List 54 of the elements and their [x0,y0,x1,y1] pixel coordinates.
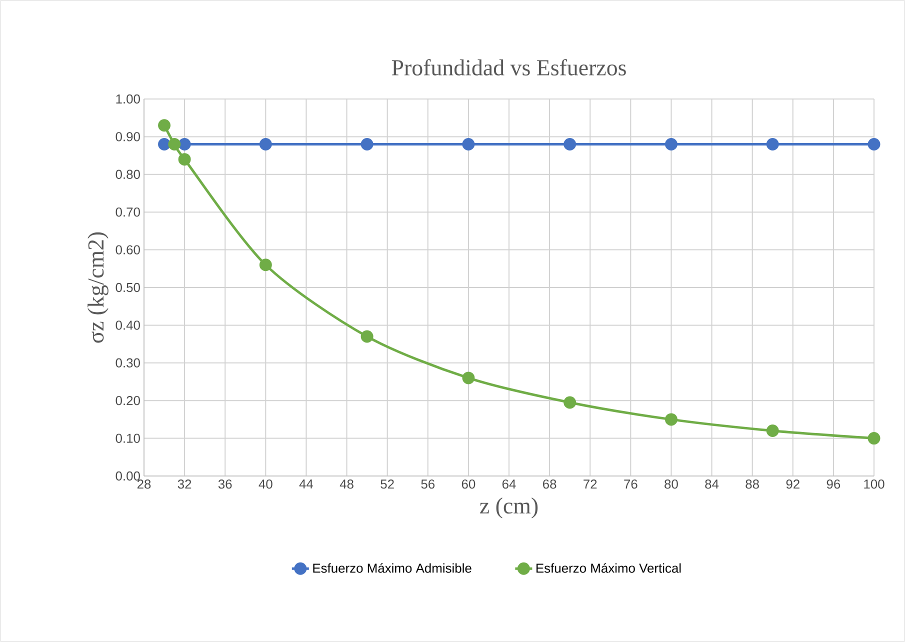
chart-title: Profundidad vs Esfuerzos [392,59,626,76]
x-tick-label: 72 [584,480,597,489]
point [766,424,779,438]
y-tick-label: 0.90 [116,132,140,142]
point [564,396,576,409]
x-tick-label: 60 [462,480,476,489]
x-tick-label: 36 [218,480,232,489]
x-tick-label: 52 [380,480,394,489]
point [462,372,475,384]
point [259,258,272,272]
y-tick-label: 0.60 [116,245,140,254]
x-tick-label: 92 [786,480,800,489]
point [664,413,678,426]
point [360,138,374,150]
x-tick-label: 68 [543,480,556,489]
point [178,138,191,150]
x-tick-label: 64 [502,480,516,489]
x-tick-label: 100 [864,480,884,489]
x-tick-label: 96 [826,480,840,489]
point [158,119,171,132]
x-tick-label: 32 [178,480,192,489]
point [868,138,880,150]
x-tick-label: 80 [664,480,678,489]
x-tick-label: 84 [705,480,719,489]
point [564,138,576,150]
y-tick-label: 0.40 [116,320,140,330]
x-tick-label: 44 [299,480,314,488]
point [664,138,678,150]
y-tick-label: 0.70 [116,208,140,217]
x-tick-label: 56 [421,480,435,489]
y-axis-title: σz (kg/cm2) [88,232,108,343]
x-tick-label: 88 [746,480,759,489]
x-tick-label: 40 [258,480,272,489]
x-tick-label: 48 [340,480,354,489]
x-tick-label: 28 [137,480,151,489]
y-tick-label: 0.10 [116,434,140,443]
y-tick-label: 0.20 [116,396,140,406]
legend-label: Esfuerzo Máximo Vertical [536,563,681,573]
y-tick-label: 0.00 [116,471,140,481]
y-tick-label: 1.00 [116,94,140,104]
y-tick-label: 0.50 [116,282,140,292]
point [462,138,475,150]
point [360,330,374,343]
point [168,138,181,150]
point [178,153,191,166]
x-tick-label: 76 [624,480,638,489]
point [868,432,880,445]
point [766,138,779,150]
legend-label: Esfuerzo Máximo Admisible [313,563,472,573]
point [259,138,272,150]
y-tick-label: 0.80 [116,170,140,179]
x-axis-title: z (cm) [480,498,538,518]
point [158,138,171,150]
y-tick-label: 0.30 [116,358,140,368]
